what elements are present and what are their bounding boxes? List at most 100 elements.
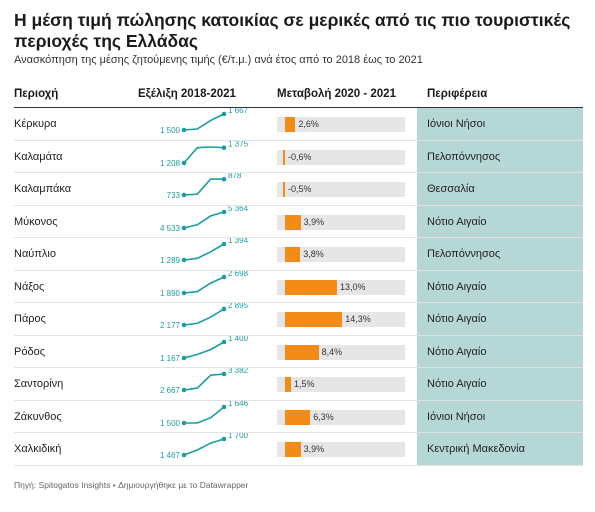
sparkline-end-label: 878: [228, 173, 242, 180]
sparkline-end-label: 5 364: [228, 206, 249, 213]
sparkline-end-label: 2 698: [228, 271, 249, 278]
sparkline-end-point: [221, 111, 227, 117]
sparkline-start-point: [181, 225, 187, 230]
region-name: Πελοπόννησος: [427, 248, 501, 260]
change-label: 3,8%: [303, 249, 324, 259]
row-divider: [14, 237, 583, 238]
region-name: Νότιο Αιγαίο: [427, 280, 487, 293]
sparkline-start-label: 1 208: [160, 159, 181, 168]
change-label: 6,3%: [313, 411, 334, 422]
table-row: Καλαμάτα 1 208 1 375 -0,6% Πελοπόννησος: [0, 141, 595, 173]
sparkline-start-label: 1 167: [160, 354, 181, 363]
region-name: Νότιο Αιγαίο: [427, 345, 487, 358]
sparkline-start-label: 1 500: [160, 419, 181, 428]
change-bar-track: [277, 182, 405, 197]
sparkline-end-label: 1 700: [228, 433, 249, 440]
area-name: Πάρος: [14, 313, 46, 325]
sparkline-start-point: [181, 127, 187, 133]
trend-sparkline: 1 289 1 394: [160, 238, 249, 265]
area-name: Χαλκιδική: [14, 443, 62, 455]
chart-subtitle: Ανασκόπηση της μέσης ζητούμενης τιμής (€…: [14, 54, 423, 66]
row-divider: [14, 269, 583, 271]
sparkline-start-label: 2 667: [160, 386, 181, 395]
region-name: Κεντρική Μακεδονία: [427, 443, 525, 455]
header-area: Περιοχή: [14, 88, 59, 100]
change-label: 3,9%: [303, 444, 325, 454]
row-divider: [14, 302, 583, 303]
table-row: Κέρκυρα 1 500 1 667 2,6% Ιόνιοι Νήσοι: [0, 108, 595, 141]
sparkline-start-label: 733: [167, 191, 181, 200]
sparkline-start-point: [181, 452, 187, 458]
sparkline-path: [183, 308, 225, 326]
trend-sparkline: 1 890 2 698: [160, 271, 249, 298]
table-row: Ναύπλιο 1 289 1 394 3,8% Πελοπόννησος: [0, 238, 595, 271]
row-divider: [14, 399, 583, 401]
change-bar: [285, 344, 319, 360]
area-name: Νάξος: [14, 280, 45, 293]
region-name: Ιόνιοι Νήσοι: [427, 410, 486, 423]
sparkline-end-label: 1 394: [228, 238, 249, 245]
sparkline-end-point: [221, 209, 227, 214]
table-row: Νάξος 1 890 2 698 13,0% Νότιο Αιγαίο: [0, 271, 595, 303]
sparkline-path: [183, 373, 225, 391]
area-name: Ναύπλιο: [14, 248, 56, 260]
trend-sparkline: 733 878: [167, 173, 242, 200]
sparkline-path: [183, 243, 225, 261]
trend-sparkline: 4 533 5 364: [160, 206, 249, 233]
change-label: 1,5%: [294, 379, 315, 389]
sparkline-path: [183, 275, 225, 294]
row-divider: [14, 464, 583, 466]
region-name: Πελοπόννησος: [427, 150, 501, 163]
area-name: Μύκονος: [14, 215, 58, 228]
region-name: Νότιο Αιγαίο: [427, 378, 487, 390]
sparkline-start-point: [181, 420, 187, 425]
row-divider: [14, 204, 583, 206]
change-bar: [285, 247, 301, 262]
sparkline-path: [183, 145, 225, 164]
table-row: Χαλκιδική 1 467 1 700 3,9% Κεντρική Μακεδονί…: [0, 433, 595, 466]
change-bar: [285, 442, 301, 457]
sparkline-start-label: 1 467: [160, 451, 181, 460]
sparkline-start-label: 1 500: [160, 126, 181, 135]
sparkline-end-point: [221, 176, 227, 182]
change-bar: [283, 182, 285, 197]
change-bar: [285, 409, 311, 425]
sparkline-end-label: 3 382: [228, 368, 249, 375]
change-label: 2,6%: [298, 119, 319, 129]
trend-sparkline: 1 208 1 375: [160, 141, 249, 168]
region-name: Ιόνιοι Νήσοι: [427, 118, 486, 130]
sparkline-start-point: [181, 160, 187, 165]
sparkline-start-point: [181, 322, 187, 328]
trend-sparkline: 1 500 1 667: [160, 108, 249, 135]
change-bar: [285, 377, 291, 392]
sparkline-start-point: [181, 387, 187, 393]
table-row: Μύκονος 4 533 5 364 3,9% Νότιο Αιγαίο: [0, 206, 595, 238]
area-name: Σαντορίνη: [14, 378, 64, 390]
change-bar-track: [277, 117, 405, 132]
change-bar-track: [277, 377, 405, 392]
change-bar: [285, 117, 296, 132]
header-change: Μεταβολή 2020 - 2021: [277, 88, 396, 100]
header-divider: [14, 107, 583, 108]
sparkline-start-point: [181, 257, 187, 263]
area-name: Ζάκυνθος: [14, 410, 62, 423]
trend-sparkline: 1 167 1 400: [160, 336, 249, 363]
change-label: -0,5%: [288, 184, 312, 194]
sparkline-end-point: [221, 241, 227, 247]
change-bar-track: [277, 214, 405, 230]
sparkline-path: [183, 178, 225, 196]
row-divider: [14, 367, 583, 368]
change-label: -0,6%: [288, 151, 312, 162]
change-label: 13,0%: [340, 281, 366, 292]
source-note: Πηγή: Spitogatos Insights • Δημιουργήθηκ…: [14, 480, 249, 490]
change-bar-track: [277, 247, 405, 262]
sparkline-path: [183, 438, 225, 456]
sparkline-path: [184, 405, 225, 424]
trend-sparkline: 1 467 1 700: [160, 433, 249, 460]
change-bar: [285, 279, 337, 295]
table-row: Σαντορίνη 2 667 3 382 1,5% Νότιο Αιγαίο: [0, 368, 595, 401]
row-divider: [14, 432, 583, 433]
table-row: Ζάκυνθος 1 500 1 646 6,3% Ιόνιοι Νήσοι: [0, 401, 595, 433]
sparkline-path: [183, 113, 225, 131]
area-name: Ρόδος: [14, 345, 45, 358]
